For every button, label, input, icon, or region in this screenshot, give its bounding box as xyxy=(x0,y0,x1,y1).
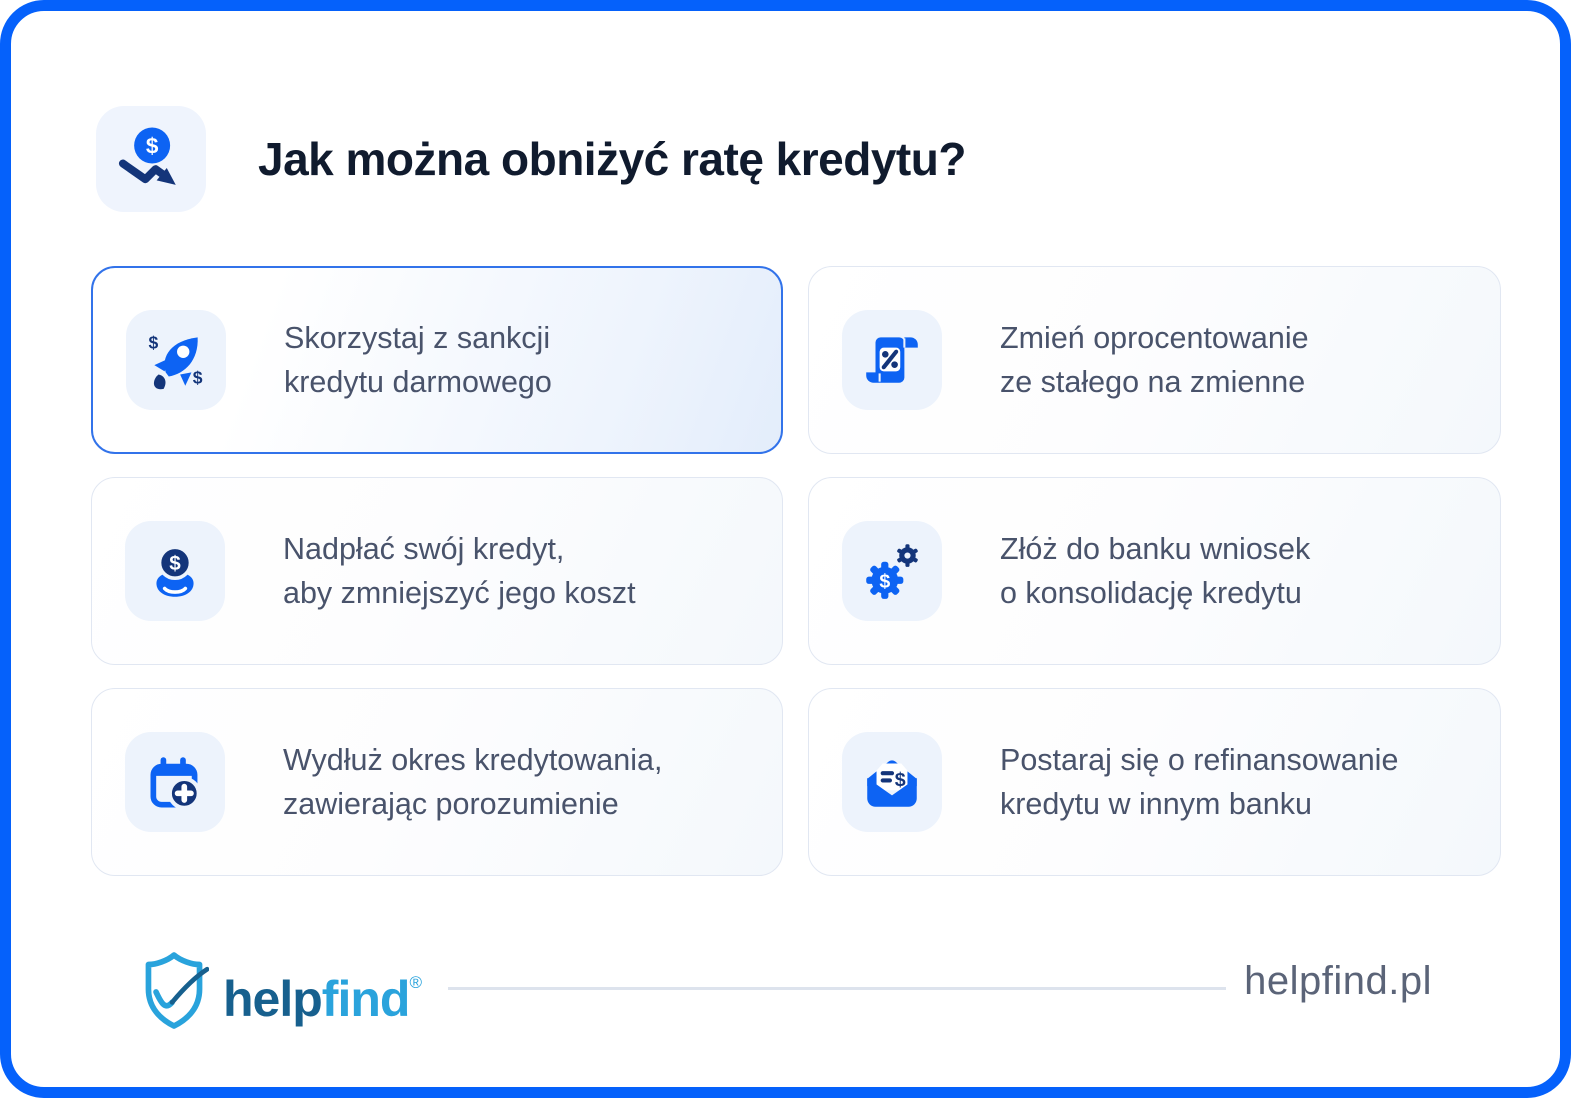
tip-line-2: zawierając porozumienie xyxy=(283,787,619,821)
tip-text: Skorzystaj z sankcji kredytu darmowego xyxy=(284,316,552,404)
website-url: helpfind.pl xyxy=(1244,959,1432,1003)
dollar-coin-trend-down-icon: $ xyxy=(118,127,176,185)
tip-card-free-credit-sanction: $ $ Skorzystaj z sankcji kredytu darmowe… xyxy=(91,266,783,454)
tip-line-2: kredytu darmowego xyxy=(284,365,552,399)
tip-card-change-interest: Zmień oprocentowanie ze stałego na zmien… xyxy=(808,266,1501,454)
icon-tile: $ xyxy=(125,521,225,621)
coin-stack-icon: $ xyxy=(156,545,194,597)
icon-tile: $ xyxy=(842,521,942,621)
tip-card-extend-period: Wydłuż okres kredytowania, zawierając po… xyxy=(91,688,783,876)
tip-text: Postaraj się o refinansowanie kredytu w … xyxy=(1000,738,1398,826)
icon-tile: $ $ xyxy=(126,310,226,410)
tip-text: Nadpłać swój kredyt, aby zmniejszyć jego… xyxy=(283,527,636,615)
tip-line-1: Zmień oprocentowanie xyxy=(1000,321,1309,355)
tip-line-2: o konsolidację kredytu xyxy=(1000,576,1302,610)
tip-line-1: Złóż do banku wniosek xyxy=(1000,532,1311,566)
percent-scroll-icon xyxy=(866,337,918,383)
page-title: Jak można obniżyć ratę kredytu? xyxy=(258,133,966,185)
helpfind-logo: helpfind® xyxy=(139,941,422,1041)
tip-text: Złóż do banku wniosek o konsolidację kre… xyxy=(1000,527,1310,615)
svg-text:$: $ xyxy=(146,133,159,158)
header-icon-tile: $ xyxy=(96,106,206,212)
tips-grid: $ $ Skorzystaj z sankcji kredytu darmowe… xyxy=(91,266,1501,876)
helpfind-wordmark: helpfind® xyxy=(223,941,422,1041)
header: $ Jak można obniżyć ratę kredytu? xyxy=(96,106,966,212)
svg-text:$: $ xyxy=(879,571,890,593)
svg-text:$: $ xyxy=(193,368,203,388)
icon-tile xyxy=(842,310,942,410)
tip-card-consolidation: $ Złóż do banku wniosek o konsolidacj xyxy=(808,477,1501,665)
tip-text: Zmień oprocentowanie ze stałego na zmien… xyxy=(1000,316,1309,404)
envelope-money-icon: $ xyxy=(867,760,917,807)
registered-trademark-symbol: ® xyxy=(409,973,421,992)
tip-line-1: Wydłuż okres kredytowania, xyxy=(283,743,663,777)
wordmark-find: find xyxy=(321,971,411,1027)
footer-divider xyxy=(448,987,1226,990)
tip-card-overpay-loan: $ Nadpłać swój kredyt, aby zmniejszyć je… xyxy=(91,477,783,665)
tip-line-1: Postaraj się o refinansowanie xyxy=(1000,743,1399,777)
tip-line-1: Nadpłać swój kredyt, xyxy=(283,532,565,566)
tip-line-1: Skorzystaj z sankcji xyxy=(284,321,551,355)
svg-text:$: $ xyxy=(895,769,906,791)
svg-text:$: $ xyxy=(148,333,158,353)
tip-text: Wydłuż okres kredytowania, zawierając po… xyxy=(283,738,662,826)
svg-text:$: $ xyxy=(169,552,181,575)
rocket-dollar-icon: $ $ xyxy=(148,333,203,390)
wordmark-help: help xyxy=(223,971,323,1027)
tip-line-2: kredytu w innym banku xyxy=(1000,787,1312,821)
icon-tile: $ xyxy=(842,732,942,832)
tip-line-2: aby zmniejszyć jego koszt xyxy=(283,576,636,610)
tip-line-2: ze stałego na zmienne xyxy=(1000,365,1306,399)
gears-dollar-icon: $ xyxy=(866,544,918,599)
shield-check-icon xyxy=(145,952,209,1029)
calendar-plus-icon xyxy=(150,757,201,810)
tip-card-refinance: $ Postaraj się o refinansowanie kredytu … xyxy=(808,688,1501,876)
icon-tile xyxy=(125,732,225,832)
